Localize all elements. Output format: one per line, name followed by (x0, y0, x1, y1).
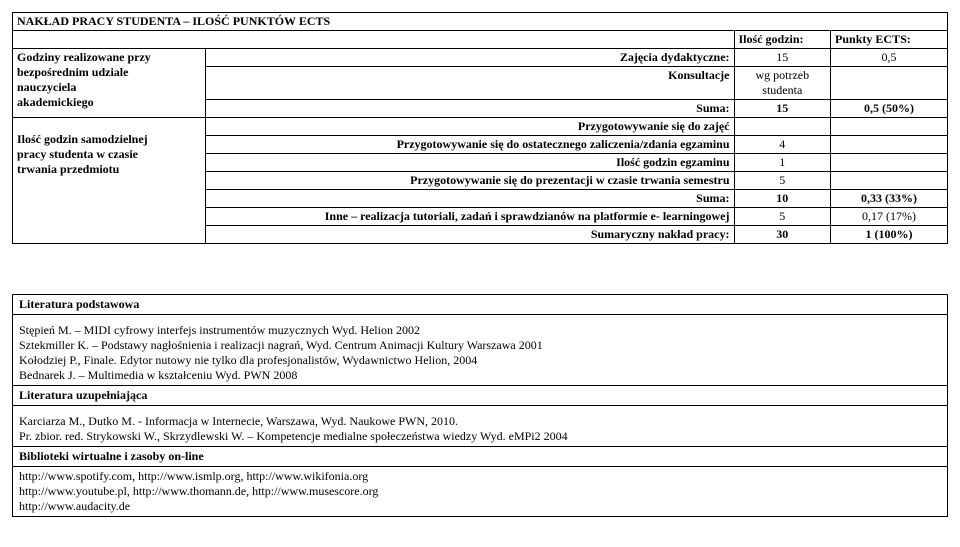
row-label: Przygotowywanie się do zajęć (206, 118, 734, 136)
row-hours: 15 (734, 49, 831, 67)
header-hours: Ilość godzin: (734, 31, 831, 49)
row-ects (831, 172, 948, 190)
row-hours: 10 (734, 190, 831, 208)
row-label-total: Sumaryczny nakład pracy: (206, 226, 734, 244)
empty-cell (13, 31, 735, 49)
row-hours: 30 (734, 226, 831, 244)
row-hours: 5 (734, 208, 831, 226)
lit-supp-head: Literatura uzupełniająca (13, 386, 948, 406)
row-ects: 1 (100%) (831, 226, 948, 244)
row-label: Przygotowywanie się do prezentacji w cza… (206, 172, 734, 190)
lit-basic-body: Stępień M. – MIDI cyfrowy interfejs inst… (13, 315, 948, 386)
row-ects: 0,5 (50%) (831, 100, 948, 118)
lit-basic-head: Literatura podstawowa (13, 295, 948, 315)
lit-online-head: Biblioteki wirtualne i zasoby on-line (13, 447, 948, 467)
row-hours: 5 (734, 172, 831, 190)
row-hours: 15 (734, 100, 831, 118)
workload-table: NAKŁAD PRACY STUDENTA – ILOŚĆ PUNKTÓW EC… (12, 12, 948, 244)
row-label-sum: Suma: (206, 190, 734, 208)
row-label: Inne – realizacja tutoriali, zadań i spr… (206, 208, 734, 226)
row-ects: 0,17 (17%) (831, 208, 948, 226)
rowgroup-teacher-contact: Godziny realizowane przy bezpośrednim ud… (13, 49, 206, 118)
lit-online-body: http://www.spotify.com, http://www.ismlp… (13, 467, 948, 517)
rowgroup-self-study: Ilość godzin samodzielnej pracy studenta… (13, 118, 206, 244)
row-hours: 1 (734, 154, 831, 172)
row-label: Ilość godzin egzaminu (206, 154, 734, 172)
header-ects: Punkty ECTS: (831, 31, 948, 49)
row-hours: 4 (734, 136, 831, 154)
row-ects (831, 136, 948, 154)
row-ects: 0,33 (33%) (831, 190, 948, 208)
row-ects (831, 67, 948, 100)
row-label: Przygotowywanie się do ostatecznego zali… (206, 136, 734, 154)
row-label-sum: Suma: (206, 100, 734, 118)
table-title: NAKŁAD PRACY STUDENTA – ILOŚĆ PUNKTÓW EC… (13, 13, 948, 31)
row-ects: 0,5 (831, 49, 948, 67)
lit-supp-body: Karciarza M., Dutko M. - Informacja w In… (13, 406, 948, 447)
row-hours (734, 118, 831, 136)
row-ects (831, 154, 948, 172)
literature-table: Literatura podstawowa Stępień M. – MIDI … (12, 294, 948, 517)
row-label: Zajęcia dydaktyczne: (206, 49, 734, 67)
row-hours: wg potrzeb studenta (734, 67, 831, 100)
row-ects (831, 118, 948, 136)
row-label: Konsultacje (206, 67, 734, 100)
